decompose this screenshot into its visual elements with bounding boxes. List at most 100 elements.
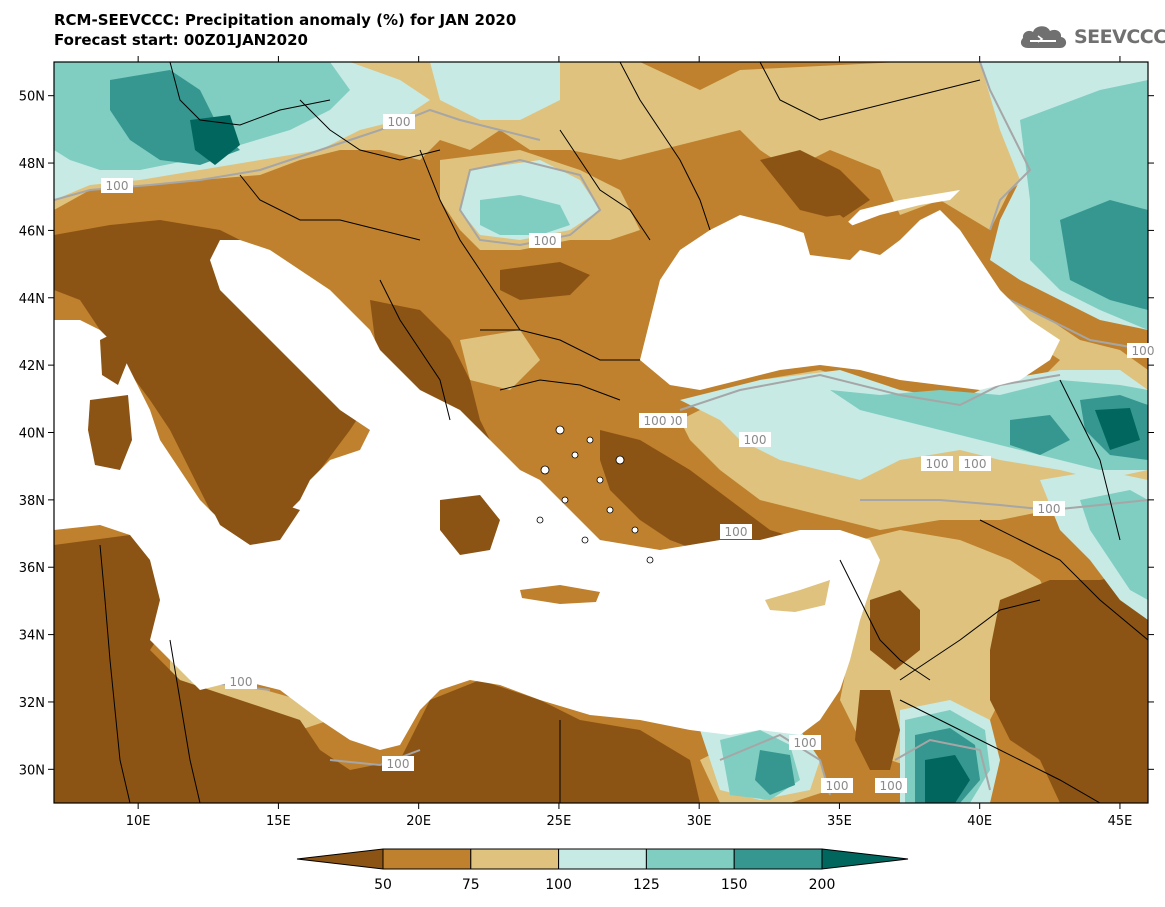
country-borders <box>99 62 1148 803</box>
sea-mask-azov <box>840 190 960 230</box>
lon-tick-label: 10E <box>126 814 151 829</box>
contour-label: 100 <box>826 779 849 793</box>
contour-label: 100 <box>387 757 410 771</box>
colorbar-level-label: 200 <box>809 877 836 893</box>
colorbar-low-arrow <box>296 848 384 870</box>
sea-mask-black-sea <box>640 210 1060 390</box>
anomaly-zone-wet-anatolia <box>830 380 1148 470</box>
anomaly-zone-normal-wet-belarus <box>430 62 560 120</box>
seevccc-logo: SEEVCCC <box>1018 22 1165 52</box>
colorbar: 50 75 100 125 150 200 <box>296 848 909 893</box>
land-crimea <box>800 215 870 260</box>
contour-label-bg <box>383 114 415 129</box>
anomaly-zone-very-wet-russia <box>1060 200 1148 310</box>
anomaly-zone-extremely-wet-caucasus <box>1095 408 1140 450</box>
contour-label-bg <box>1033 501 1065 516</box>
contour-label-bg <box>101 178 133 193</box>
contour-label: 100 <box>106 179 129 193</box>
land-peloponnese <box>440 495 500 555</box>
forecast-start-subtitle: Forecast start: 00Z01JAN2020 <box>54 31 308 49</box>
lat-tick-label: 38N <box>19 494 45 509</box>
colorbar-level-label: 100 <box>545 877 572 893</box>
logo-text: SEEVCCC <box>1074 26 1165 48</box>
anomaly-zone-very-dry-anatolia <box>600 430 820 565</box>
lon-tick-label: 25E <box>547 814 572 829</box>
contour-label: 100 <box>388 115 411 129</box>
contour-label-bg <box>529 233 561 248</box>
map-plot-area <box>54 62 1148 803</box>
anomaly-zone-extremely-wet-czech <box>190 115 240 165</box>
lat-tick-label: 42N <box>19 359 45 374</box>
page-title: RCM-SEEVCCC: Precipitation anomaly (%) f… <box>54 11 517 29</box>
lat-tick-label: 34N <box>19 629 45 644</box>
contour-label-bg <box>225 674 257 689</box>
land-cyprus <box>765 580 830 612</box>
contour-label-bg <box>739 432 771 447</box>
contour-label-bg <box>639 413 671 428</box>
land-sardinia <box>88 395 132 470</box>
title-block: RCM-SEEVCCC: Precipitation anomaly (%) f… <box>54 10 516 50</box>
anomaly-zone-wet-iran <box>1080 490 1148 600</box>
contour-label-bg <box>959 456 991 471</box>
land-crete <box>520 585 600 604</box>
contour-label-bg <box>821 778 853 793</box>
contour-label-bg <box>720 524 752 539</box>
contour-label-bg <box>382 756 414 771</box>
longitude-axis: 10E 15E 20E 25E 30E 35E 40E 45E <box>126 56 1133 829</box>
lat-tick-label: 46N <box>19 224 45 239</box>
contour-label: 100 <box>926 457 949 471</box>
contour-label: 100 <box>794 736 817 750</box>
contour-label: 100 <box>1132 344 1155 358</box>
contour-label: 100 <box>964 457 987 471</box>
lat-tick-label: 32N <box>19 696 45 711</box>
lat-tick-label: 44N <box>19 292 45 307</box>
land-sicily <box>210 500 300 545</box>
colorbar-level-label: 50 <box>374 877 392 893</box>
aegean-islands <box>536 425 654 564</box>
contour-label: 100 <box>880 779 903 793</box>
anomaly-zone-wet-slovakia-center <box>480 195 570 235</box>
contour-label-bg <box>1127 343 1159 358</box>
colorbar-segment <box>558 848 647 870</box>
contour-label-bg <box>789 735 821 750</box>
anomaly-zone-very-dry-north-africa <box>54 535 700 803</box>
lon-tick-label: 40E <box>967 814 992 829</box>
lat-tick-label: 50N <box>19 90 45 105</box>
contour-labels: 100 100 100 100 100 100 100 100 100 100 100 100 100 1… <box>101 114 1159 793</box>
lon-tick-label: 35E <box>827 814 852 829</box>
colorbar-high-arrow <box>821 848 909 870</box>
lon-tick-label: 20E <box>406 814 431 829</box>
anomaly-zone-very-dry-arabia <box>990 570 1148 803</box>
anomaly-zone-very-dry-romania <box>500 262 590 300</box>
lat-tick-label: 36N <box>19 561 45 576</box>
anomaly-zone-very-dry-lebanon <box>870 590 920 670</box>
colorbar-segment <box>470 848 560 870</box>
contour-label-bg <box>875 778 907 793</box>
contour-label: 100 <box>230 675 253 689</box>
contour-label: 100 <box>644 414 667 428</box>
latitude-axis: 50N 48N 46N 44N 42N 40N 38N 36N 34N 32N 30N <box>19 90 1154 778</box>
lon-tick-label: 45E <box>1108 814 1133 829</box>
cloud-icon <box>1020 26 1067 48</box>
sea-mask-mediterranean <box>54 240 880 750</box>
anomaly-zone-moderately-dry-greece-coast <box>460 330 540 390</box>
colorbar-level-label: 150 <box>721 877 748 893</box>
colorbar-segment <box>733 848 823 870</box>
contour-label: 100 <box>534 234 557 248</box>
lon-tick-label: 15E <box>266 814 291 829</box>
anomaly-zone-very-dry-ukraine <box>760 150 870 220</box>
contour-label-bg <box>921 456 953 471</box>
contour-label: 100 <box>725 525 748 539</box>
lat-tick-label: 48N <box>19 157 45 172</box>
colorbar-level-label: 75 <box>462 877 480 893</box>
lat-tick-label: 40N <box>19 427 45 442</box>
anomaly-zone-very-wet-turkey <box>1010 415 1070 455</box>
colorbar-segment <box>645 848 735 870</box>
colorbar-segment <box>382 848 472 870</box>
anomaly-zone-very-wet-egypt <box>755 750 795 795</box>
lon-tick-label: 30E <box>687 814 712 829</box>
anomaly-zone-extremely-wet-saudi <box>925 755 970 803</box>
contour-label: 100 <box>1038 502 1061 516</box>
anomaly-zone-very-dry-jordan <box>855 690 900 770</box>
